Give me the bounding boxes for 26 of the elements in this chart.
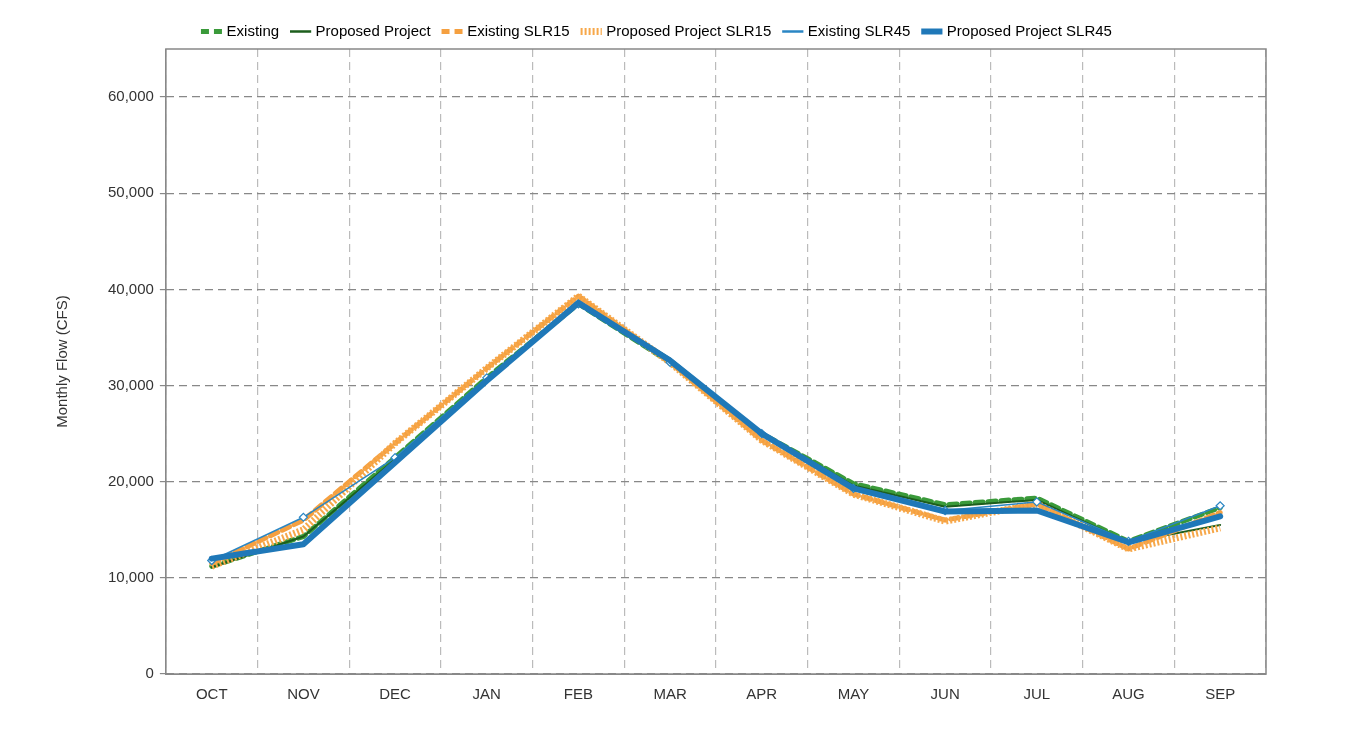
legend-label: Proposed Project SLR45 [946,21,1112,39]
x-tick-label: MAY [837,685,870,703]
x-tick-label: JUN [930,685,960,703]
y-tick-label: 30,000 [107,375,154,393]
y-tick-label: 20,000 [107,471,154,489]
y-tick-label: 60,000 [107,87,154,105]
x-tick-label: DEC [379,685,412,703]
x-tick-label: JUL [1023,685,1051,703]
legend-label: Existing SLR45 [807,21,911,39]
legend-label: Existing SLR15 [467,21,570,39]
x-tick-label: SEP [1205,685,1236,703]
x-tick-label: JAN [472,685,501,703]
legend-label: Proposed Project [315,21,432,39]
y-tick-label: 0 [145,664,154,682]
y-tick-label: 40,000 [107,279,154,297]
x-tick-label: AUG [1112,685,1145,703]
x-tick-label: NOV [287,685,320,703]
x-tick-label: OCT [195,685,228,703]
legend-label: Proposed Project SLR15 [606,21,772,39]
x-tick-label: FEB [563,685,594,703]
x-tick-label: APR [746,685,778,703]
y-tick-label: 50,000 [107,183,154,201]
legend-label: Existing [226,21,280,39]
y-axis-title: Monthly Flow (CFS) [53,295,71,428]
x-tick-label: MAR [653,685,687,703]
y-tick-label: 10,000 [107,567,154,585]
